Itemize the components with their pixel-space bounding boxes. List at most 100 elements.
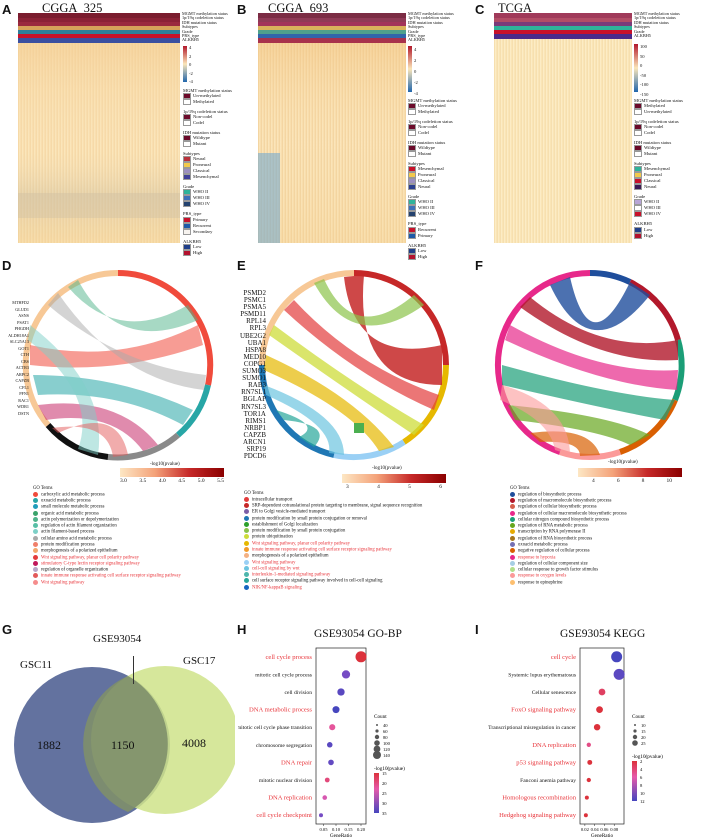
size-legend-dot (376, 724, 378, 726)
go-term-dot (510, 535, 515, 541)
data-point (584, 795, 589, 800)
row-label: PRS_type (408, 33, 426, 39)
legend-swatch (634, 166, 642, 173)
heatmap-b-row-labels: MGMT methylation status 1p/19q codeletio… (408, 11, 454, 43)
row-label: PRS_type (182, 33, 200, 39)
gene-label: UBE2G2 (240, 331, 267, 340)
gene-label: CBS (21, 358, 29, 364)
data-point (337, 688, 345, 696)
legend-swatch (634, 226, 642, 233)
legend-item: WHO IV (408, 211, 468, 218)
x-tick-label: 0.05 (319, 827, 328, 832)
legend-item: Low (408, 247, 468, 254)
gene-label: PSMA5 (243, 303, 266, 312)
size-legend-label: 80 (383, 735, 388, 740)
chord-e-gene-labels: PSMD2 PSMC1 PSMA5 PSMD11 RPL14 RPL3 UBE2G2 UBA1… (240, 289, 267, 460)
go-term-dot (33, 523, 38, 529)
color-legend-label: 10 (640, 791, 645, 796)
go-term-dot (244, 496, 249, 502)
legend-group-title: ALKBH5 (408, 242, 427, 248)
go-term: stimulatory C-type lectin receptor signa… (33, 560, 181, 567)
category-label: cell division (285, 690, 313, 696)
legend-item: Mutant (183, 141, 235, 148)
legend-item: WHO IV (634, 211, 704, 218)
legend-swatch (408, 178, 416, 185)
gene-label: GOT1 (18, 345, 29, 351)
legend-item: Classical (634, 178, 704, 185)
x-tick-label: 0.04 (591, 827, 600, 832)
go-term: regulation of cellular biosynthetic proc… (510, 504, 627, 510)
legend-swatch (183, 222, 191, 229)
legend-group-title: MGMT methylation status (183, 88, 232, 93)
gene-label: RPL3 (249, 324, 266, 333)
go-term: actin filament-based process (33, 529, 181, 535)
go-term: regulation of RNA biosynthetic process (510, 535, 627, 542)
legend-item: Neural (183, 156, 235, 163)
go-term: Wnt signaling pathway (244, 559, 422, 566)
category-label: Systemic lupus erythematosus (508, 672, 576, 678)
legend-group-title: 1p/19q codeletion status (634, 119, 679, 125)
color-legend-label: 8 (640, 783, 643, 788)
gene-label: CAPZB (15, 378, 30, 383)
legend-item: WHO III (408, 205, 468, 212)
legend-swatch (408, 166, 416, 173)
legend-swatch (183, 228, 191, 235)
gene-label: TOR1A (243, 409, 266, 418)
go-term-dot (244, 509, 249, 515)
go-term-dot (33, 529, 38, 535)
gene-label: HSPA8 (245, 345, 266, 354)
go-term: small molecule metabolic process (33, 504, 181, 510)
go-term-dot (510, 497, 515, 503)
go-term-dot (244, 540, 249, 546)
legend-swatch (183, 216, 191, 223)
legend-swatch (183, 189, 191, 196)
legend-swatch (183, 168, 191, 175)
category-label: cell cycle (551, 654, 576, 661)
legend-group-title: ALKBH5 (183, 238, 202, 244)
data-point (613, 668, 625, 680)
color-legend-label: 25 (382, 791, 387, 796)
go-term: regulation of actin filament organizatio… (33, 523, 181, 529)
heatmap-a-row-labels: MGMT methylation status 1p/19q codeletio… (182, 11, 228, 43)
go-legend-title: GO Terms (244, 491, 264, 496)
chord-e-colorbar-title: -log10(pvalue) (372, 466, 402, 471)
heatmap-b-title: CGGA_693 (268, 1, 329, 15)
gene-label: BGLAP (243, 395, 266, 404)
row-label: 1p/19q codeletion status (182, 15, 224, 21)
legend-item: Un-methylated (183, 93, 235, 100)
legend-item: Wildtype (183, 135, 235, 142)
size-legend-dot (373, 751, 381, 759)
category-label: mitotic cell cycle process (255, 672, 312, 678)
data-point (593, 723, 601, 731)
row-label: IDH mutation status (634, 19, 669, 25)
go-term: morphogenesis of a polarized epithelium (244, 553, 422, 559)
legend-item: Recurrent (408, 226, 468, 233)
gene-label: MED10 (243, 352, 266, 361)
legend-item: Un-methylated (634, 109, 704, 116)
legend-swatch (183, 99, 191, 106)
legend-item: Mutant (634, 151, 704, 158)
legend-swatch (408, 232, 416, 239)
venn-left-label: GSC11 (20, 659, 52, 671)
go-term: protein modification process (33, 541, 181, 548)
chord-diagram-e (258, 270, 449, 461)
legend-swatch (634, 199, 642, 206)
go-term-dot (510, 548, 515, 554)
legend-item: Secondary (183, 228, 235, 235)
go-term: interleukin-1-mediated signaling pathway (244, 572, 422, 578)
legend-item: Low (634, 226, 704, 233)
x-tick-label: 0.02 (581, 827, 590, 832)
panel-letter-d: D (2, 258, 12, 273)
gene-label: ACTR3 (15, 365, 29, 370)
legend-swatch (183, 156, 191, 163)
heatmap-c (494, 13, 632, 243)
data-point (355, 651, 367, 663)
color-scale-bar (408, 46, 412, 92)
data-point (596, 706, 603, 713)
legend-swatch (183, 135, 191, 142)
data-point (598, 688, 606, 696)
legend-item: Methylated (634, 103, 704, 110)
size-legend-dot (634, 724, 636, 726)
gene-label: RN7SL3 (241, 402, 266, 411)
